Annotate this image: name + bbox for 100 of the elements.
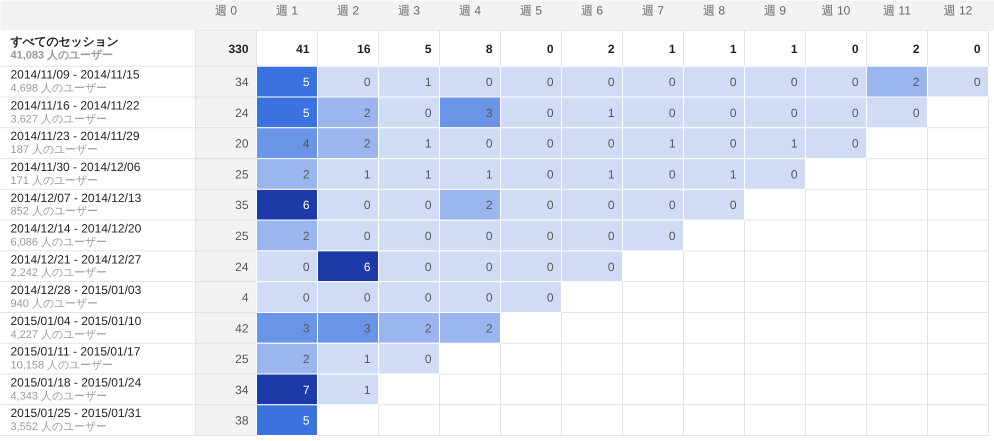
- data-label: 3: [364, 321, 371, 336]
- data-label: 0: [852, 106, 859, 120]
- data-label: 1: [730, 167, 737, 182]
- data-label: 2: [364, 136, 371, 151]
- data-label: 0: [546, 42, 554, 56]
- data-label: 0: [668, 106, 676, 120]
- x-tick-label: 週 8: [702, 4, 726, 18]
- category-label: 2014/11/30 - 2014/12/06 171 人のユーザー: [10, 160, 140, 187]
- category-label: 2014/12/07 - 2014/12/13 852 人のユーザー: [10, 190, 142, 218]
- x-tick-label: 週 1: [276, 4, 298, 18]
- x-tick-label: 週 4: [458, 4, 482, 18]
- data-label: 0: [302, 290, 310, 305]
- x-tick-label: 週 7: [642, 4, 664, 18]
- data-label: 0: [364, 229, 371, 244]
- data-label: 34: [235, 75, 249, 90]
- data-label: 25: [235, 352, 249, 366]
- data-label: 0: [424, 106, 432, 120]
- data-label: 35: [235, 198, 249, 212]
- x-tick-label: 週 11: [883, 4, 912, 18]
- data-label: 0: [364, 75, 371, 90]
- data-label: 0: [608, 198, 615, 212]
- data-label: 6: [364, 260, 371, 274]
- data-label: 0: [546, 198, 554, 212]
- data-label: 0: [852, 136, 859, 151]
- data-label: 2: [912, 75, 920, 90]
- data-label: 0: [486, 75, 493, 90]
- category-label: 2014/11/09 - 2014/11/15 4,698 人のユーザー: [10, 68, 140, 95]
- category-label: 2014/11/16 - 2014/11/22 3,627 人のユーザー: [10, 98, 140, 126]
- data-label: 1: [730, 42, 737, 56]
- x-tick-label: 週 5: [520, 4, 542, 18]
- category-label: 2015/01/11 - 2015/01/17 10,158 人のユーザー: [10, 344, 140, 372]
- data-label: 0: [730, 136, 737, 151]
- data-label: 5: [302, 106, 310, 120]
- data-label: 2: [302, 167, 310, 182]
- category-label: 2014/12/14 - 2014/12/20 6,086 人のユーザー: [10, 222, 142, 248]
- data-label: 0: [668, 167, 676, 182]
- data-label: 1: [424, 75, 432, 90]
- data-label: 0: [668, 75, 676, 90]
- data-label: 0: [486, 290, 493, 305]
- data-label: 2: [608, 42, 615, 56]
- data-label: 24: [235, 106, 249, 120]
- x-tick-label: 週 12: [944, 4, 973, 18]
- data-label: 2: [364, 106, 371, 120]
- data-label: 0: [730, 198, 737, 212]
- data-label: 0: [546, 229, 554, 244]
- data-label: 0: [608, 75, 615, 90]
- data-label: 0: [852, 75, 859, 90]
- data-label: 3: [302, 321, 310, 336]
- data-label: 2: [486, 321, 493, 336]
- data-label: 20: [235, 136, 249, 151]
- data-label: 5: [302, 75, 310, 90]
- data-label: 0: [974, 75, 981, 90]
- data-label: 42: [235, 321, 249, 336]
- data-label: 1: [608, 167, 615, 182]
- data-label: 0: [302, 260, 310, 274]
- data-label: 1: [364, 167, 371, 182]
- data-label: 0: [486, 260, 493, 274]
- data-label: 0: [790, 106, 798, 120]
- data-label: 0: [486, 229, 493, 244]
- data-label: 4: [302, 136, 310, 151]
- data-label: 7: [302, 382, 310, 397]
- data-label: 0: [668, 229, 676, 244]
- data-label: 0: [730, 75, 737, 90]
- data-label: 0: [486, 136, 493, 151]
- data-label: 2: [302, 229, 310, 244]
- data-label: 1: [790, 42, 798, 56]
- data-label: 0: [608, 229, 615, 244]
- data-label: 25: [235, 229, 249, 244]
- data-label: 1: [608, 106, 615, 120]
- data-label: 0: [424, 352, 432, 366]
- data-label: 0: [546, 75, 554, 90]
- data-label: 1: [364, 382, 371, 397]
- category-label: 2015/01/25 - 2015/01/31 3,552 人のユーザー: [10, 406, 142, 434]
- category-label: 2015/01/18 - 2015/01/24 4,343 人のユーザー: [10, 375, 142, 402]
- data-label: 0: [668, 198, 676, 212]
- data-label: 0: [364, 290, 371, 305]
- data-label: 0: [424, 229, 432, 244]
- data-label: 330: [228, 42, 249, 56]
- data-label: 0: [608, 136, 615, 151]
- category-label: 2014/12/21 - 2014/12/27 2,242 人のユーザー: [10, 252, 142, 280]
- data-label: 0: [546, 136, 554, 151]
- data-label: 6: [302, 198, 310, 212]
- data-label: 8: [486, 42, 493, 56]
- data-label: 1: [486, 167, 493, 182]
- category-label: 2014/12/28 - 2015/01/03 940 人のユーザー: [10, 283, 142, 310]
- x-tick-label: 週 9: [764, 4, 786, 18]
- data-label: 0: [790, 167, 798, 182]
- data-label: 1: [668, 136, 676, 151]
- data-label: 0: [364, 198, 371, 212]
- data-label: 0: [608, 260, 615, 274]
- data-label: 0: [424, 290, 432, 305]
- data-label: 2: [486, 198, 493, 212]
- data-label: 41: [296, 42, 310, 56]
- data-label: 4: [242, 290, 249, 305]
- data-label: 1: [668, 42, 676, 56]
- data-label: 0: [546, 167, 554, 182]
- data-label: 0: [546, 290, 554, 305]
- data-label: 16: [357, 42, 371, 56]
- data-label: 1: [790, 136, 798, 151]
- data-label: 0: [424, 198, 432, 212]
